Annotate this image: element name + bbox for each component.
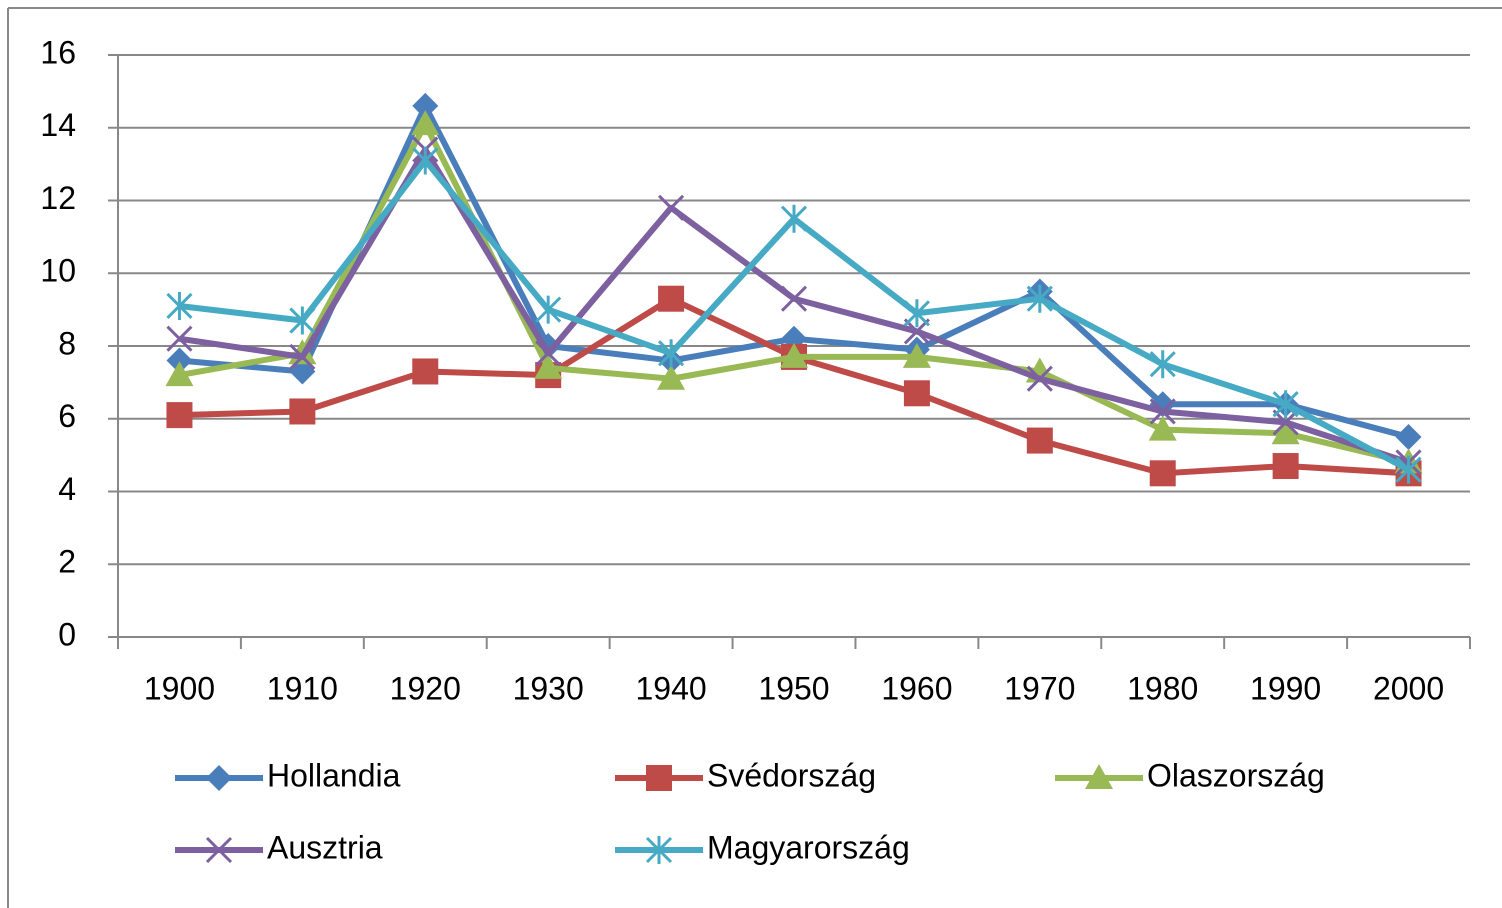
marker — [1026, 284, 1053, 313]
marker — [166, 402, 193, 429]
marker — [646, 765, 672, 791]
legend-label: Svédország — [707, 757, 876, 793]
marker — [1026, 365, 1053, 392]
marker — [1272, 453, 1299, 480]
marker — [1395, 455, 1422, 484]
marker — [1271, 419, 1300, 445]
marker — [166, 291, 193, 320]
marker — [1026, 427, 1053, 454]
legend-label: Magyarország — [707, 829, 910, 865]
marker — [780, 342, 808, 368]
marker — [1149, 350, 1176, 379]
legend-item: Olaszország — [1055, 757, 1325, 793]
marker — [412, 146, 439, 175]
marker — [658, 285, 685, 312]
marker — [902, 342, 931, 368]
marker — [1149, 398, 1176, 425]
y-tick-label: 2 — [58, 544, 76, 580]
marker — [1272, 390, 1299, 419]
marker — [780, 204, 808, 233]
x-tick-label: 1940 — [635, 670, 706, 706]
marker — [780, 285, 808, 312]
marker — [903, 318, 930, 345]
y-tick-label: 6 — [58, 398, 76, 434]
legend-label: Hollandia — [267, 757, 401, 793]
y-tick-label: 12 — [40, 180, 76, 216]
marker — [534, 353, 563, 379]
y-tick-label: 4 — [58, 471, 76, 507]
y-tick-label: 10 — [40, 253, 76, 289]
y-tick-label: 8 — [58, 325, 76, 361]
marker — [658, 194, 685, 221]
series-line — [179, 146, 1410, 466]
x-tick-label: 1910 — [267, 670, 338, 706]
marker — [645, 836, 673, 864]
x-tick-label: 1920 — [390, 670, 461, 706]
marker — [657, 364, 686, 390]
y-tick-label: 16 — [40, 34, 76, 70]
y-tick-label: 14 — [40, 107, 76, 143]
x-tick-label: 2000 — [1373, 670, 1444, 706]
x-tick-label: 1990 — [1250, 670, 1321, 706]
x-tick-label: 1900 — [144, 670, 215, 706]
x-tick-label: 1960 — [881, 670, 952, 706]
x-tick-label: 1930 — [513, 670, 584, 706]
x-tick-label: 1950 — [758, 670, 829, 706]
marker — [1395, 423, 1422, 450]
marker — [1085, 764, 1113, 789]
legend-item: Magyarország — [615, 829, 910, 865]
marker — [1148, 415, 1177, 441]
x-tick-label: 1980 — [1127, 670, 1198, 706]
marker — [903, 299, 930, 328]
marker — [412, 92, 439, 119]
legend-label: Ausztria — [267, 829, 383, 865]
marker — [1272, 409, 1299, 436]
marker — [535, 340, 562, 367]
legend-item: Svédország — [615, 757, 876, 793]
marker — [165, 361, 194, 387]
marker — [289, 398, 316, 425]
marker — [1149, 460, 1176, 487]
marker — [289, 306, 316, 335]
marker — [903, 380, 930, 407]
marker — [289, 343, 316, 370]
marker — [412, 358, 439, 385]
series-line — [178, 121, 1410, 466]
legend-item: Ausztria — [175, 829, 383, 865]
y-tick-label: 0 — [58, 616, 76, 652]
marker — [535, 295, 562, 324]
legend-label: Olaszország — [1147, 757, 1325, 793]
marker — [658, 339, 685, 368]
marker — [205, 836, 233, 864]
x-tick-label: 1970 — [1004, 670, 1075, 706]
marker — [411, 110, 440, 136]
legend-item: Hollandia — [175, 757, 401, 793]
marker — [166, 347, 193, 374]
marker — [166, 325, 193, 352]
marker — [206, 765, 232, 791]
